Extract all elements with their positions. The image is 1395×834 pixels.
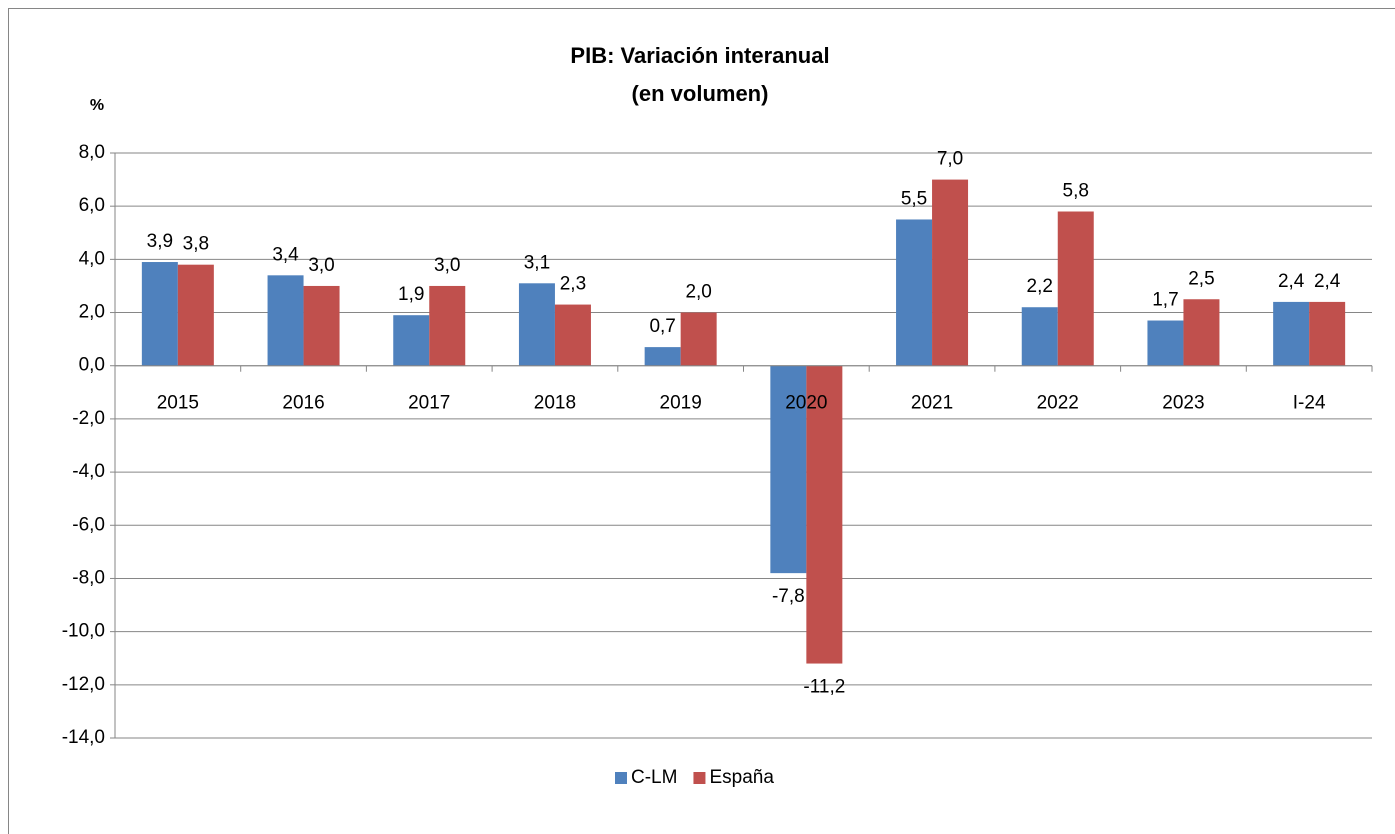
data-label: 3,0 [434, 255, 460, 276]
y-tick-label: -10,0 [62, 621, 105, 642]
y-tick-label: 2,0 [79, 302, 105, 323]
y-tick-label: -14,0 [62, 727, 105, 748]
bar [1057, 211, 1094, 366]
bar [267, 275, 304, 366]
legend-label: C-LM [631, 767, 677, 788]
data-label: 1,9 [398, 284, 424, 305]
data-label: 3,9 [147, 231, 173, 252]
bar [554, 304, 591, 366]
y-tick-label: -4,0 [72, 461, 105, 482]
data-label: 7,0 [937, 149, 963, 170]
x-tick-label: I-24 [1293, 393, 1326, 414]
bar [806, 365, 843, 664]
data-label: 3,8 [183, 234, 209, 255]
bar [141, 262, 178, 366]
data-label: 2,4 [1314, 271, 1341, 292]
bar [644, 347, 681, 366]
x-tick-label: 2020 [785, 393, 827, 414]
bar [680, 312, 717, 366]
y-tick-label: -2,0 [72, 408, 105, 429]
x-tick-label: 2023 [1162, 393, 1204, 414]
bar [177, 264, 214, 366]
y-tick-label: 0,0 [79, 355, 105, 376]
data-label: 3,1 [524, 252, 550, 273]
data-label: 5,8 [1063, 181, 1089, 202]
y-tick-label: -6,0 [72, 514, 105, 535]
data-label: -7,8 [772, 586, 805, 607]
bar [1021, 307, 1058, 366]
legend-label: España [709, 767, 774, 788]
x-tick-label: 2017 [408, 393, 450, 414]
x-tick-label: 2021 [911, 393, 953, 414]
data-label: 2,5 [1188, 268, 1214, 289]
x-tick-label: 2015 [157, 393, 199, 414]
data-label: 1,7 [1152, 290, 1178, 311]
bar [518, 283, 555, 366]
bar [429, 285, 466, 366]
bar [1147, 320, 1184, 366]
x-tick-label: 2019 [660, 393, 702, 414]
data-label: 3,0 [308, 255, 334, 276]
legend-swatch [615, 772, 627, 784]
y-tick-label: -12,0 [62, 674, 105, 695]
bar [1309, 301, 1346, 366]
bar [932, 179, 969, 366]
y-tick-label: 4,0 [79, 248, 105, 269]
data-label: -11,2 [803, 677, 845, 698]
y-tick-label: 8,0 [79, 142, 105, 163]
data-label: 2,3 [560, 274, 586, 295]
chart-frame [8, 8, 1395, 834]
bar [393, 315, 430, 366]
x-tick-label: 2022 [1037, 393, 1079, 414]
data-label: 0,7 [649, 316, 675, 337]
data-label: 2,0 [685, 282, 711, 303]
y-axis-label: % [90, 97, 104, 114]
data-label: 5,5 [901, 188, 927, 209]
bar [896, 219, 933, 366]
bar [1273, 301, 1310, 366]
y-tick-label: -8,0 [72, 567, 105, 588]
x-tick-label: 2018 [534, 393, 576, 414]
bar [1183, 299, 1220, 366]
bar [770, 365, 807, 574]
data-label: 3,4 [272, 244, 299, 265]
chart-title: PIB: Variación interanual [570, 43, 829, 68]
bar [303, 285, 340, 366]
x-tick-label: 2016 [282, 393, 324, 414]
legend-swatch [693, 772, 706, 784]
y-tick-label: 6,0 [79, 195, 105, 216]
data-label: 2,4 [1278, 271, 1305, 292]
chart-subtitle: (en volumen) [632, 81, 769, 106]
data-label: 2,2 [1027, 276, 1053, 297]
